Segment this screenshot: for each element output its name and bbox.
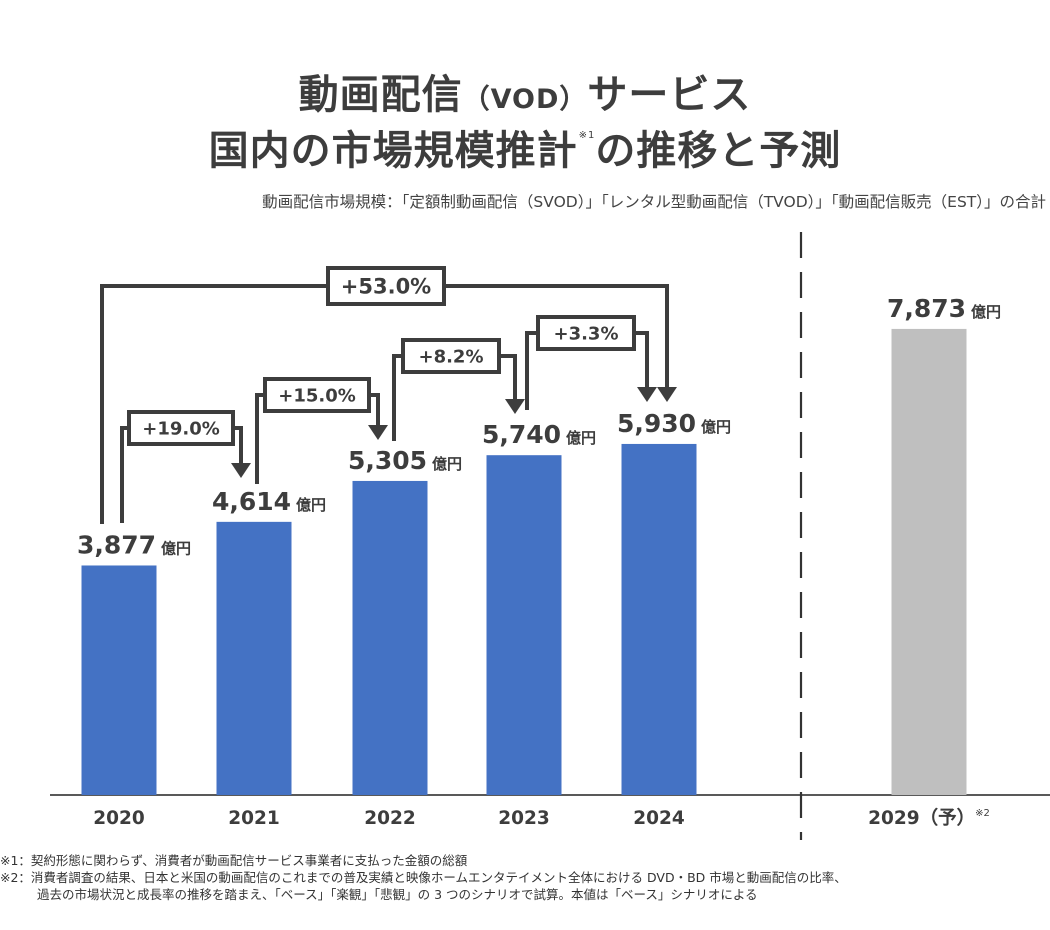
growth-annotation-0-box — [127, 410, 235, 446]
growth-annotation-2-label: +8.2% — [418, 346, 483, 367]
bar-0 — [81, 565, 157, 795]
category-label-4: 2024 — [633, 808, 685, 829]
growth-annotation-3-box — [536, 315, 636, 351]
title-footnote-marker: ※1 — [578, 130, 596, 141]
growth-annotation-overall-label: +53.0% — [341, 275, 431, 299]
growth-annotation-0-label: +19.0% — [142, 418, 220, 439]
growth-annotation-overall-box — [326, 266, 446, 306]
bar-5 — [891, 328, 967, 795]
category-label-1: 2021 — [228, 808, 280, 829]
footnote-2-continued: 過去の市場状況と成長率の推移を踏まえ、「ベース」「楽観」「悲観」の 3 つのシナ… — [37, 887, 758, 902]
bar-3 — [486, 455, 562, 795]
growth-annotation-1-box — [263, 377, 371, 413]
value-label-3: 5,740 億円 — [482, 420, 596, 449]
title-line2-tail: の推移と予測 — [595, 128, 842, 174]
category-label-3: 2023 — [498, 808, 550, 829]
value-label-4: 5,930 億円 — [617, 409, 731, 438]
growth-annotation-2-box — [401, 338, 501, 374]
chart-subtitle: 動画配信市場規模：「定額制動画配信（SVOD）」「レンタル型動画配信（TVOD）… — [262, 193, 1046, 211]
value-label-1: 4,614 億円 — [212, 487, 326, 516]
growth-annotation-3-label: +3.3% — [553, 323, 618, 344]
growth-arrow-3 — [637, 387, 657, 402]
bar-4 — [621, 443, 697, 795]
growth-arrow-overall — [657, 387, 677, 402]
title-line2-main: 国内の市場規模推計 — [208, 128, 578, 174]
title-line1-paren: （VOD） — [462, 84, 588, 115]
chart-title-line1: 動画配信（VOD）サービス — [0, 62, 1050, 120]
footnote-2: ※2：消費者調査の結果、日本と米国の動画配信のこれまでの普及実績と映像ホームエン… — [0, 870, 847, 885]
chart-title-line2: 国内の市場規模推計※1の推移と予測 — [0, 118, 1050, 176]
growth-arrow-0 — [231, 463, 251, 478]
bar-2 — [352, 480, 428, 795]
bar-chart: 3,877 億円 2020 4,614 億円 2021 5,305 億円 2022 5,740 億円… — [50, 232, 1050, 840]
category-label-2: 2022 — [364, 808, 416, 829]
title-line1-tail: サービス — [587, 72, 752, 118]
value-label-0: 3,877 億円 — [77, 530, 191, 559]
value-label-2: 5,305 億円 — [348, 446, 462, 475]
growth-arrow-2 — [505, 399, 525, 414]
category-label-5: 2029（予）※2 — [868, 807, 990, 829]
growth-arrow-1 — [368, 425, 388, 440]
title-line1-main: 動画配信 — [298, 72, 463, 118]
growth-annotation-1-label: +15.0% — [278, 385, 356, 406]
category-label-0: 2020 — [93, 808, 145, 829]
bar-1 — [216, 521, 292, 795]
footnote-1: ※1：契約形態に関わらず、消費者が動画配信サービス事業者に支払った金額の総額 — [0, 853, 468, 868]
footnotes: ※1：契約形態に関わらず、消費者が動画配信サービス事業者に支払った金額の総額 ※… — [0, 852, 847, 903]
value-label-5: 7,873 億円 — [887, 294, 1001, 323]
